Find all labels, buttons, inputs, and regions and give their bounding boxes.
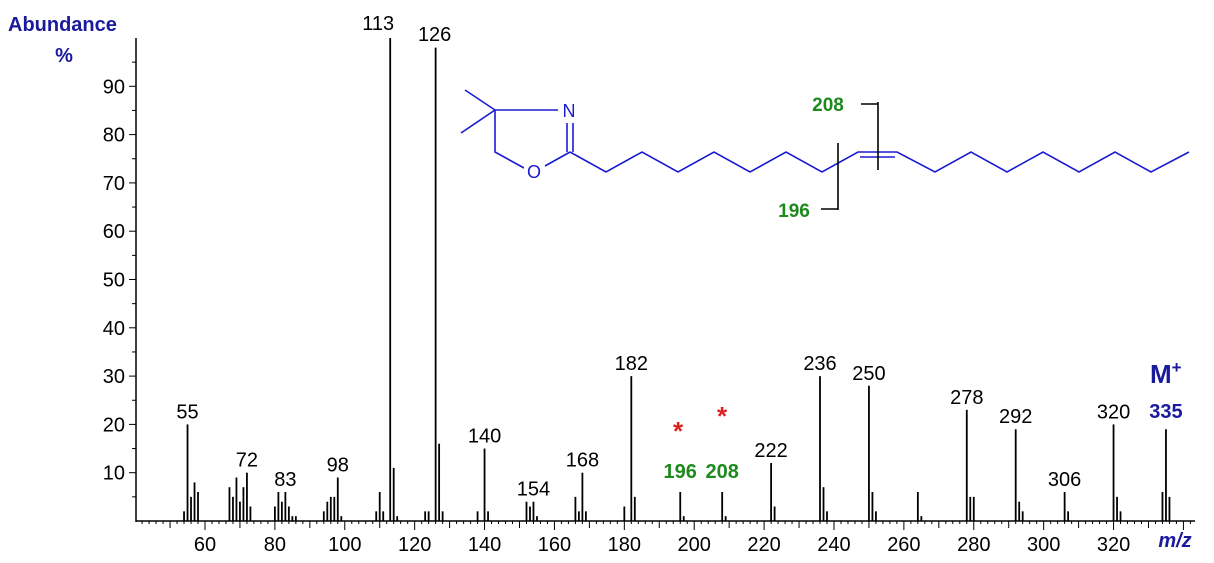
peak-label-320: 320	[1097, 401, 1130, 423]
x-axis-title: m/z	[1158, 530, 1191, 552]
y-axis-unit: %	[55, 45, 73, 67]
ring-o-c2	[544, 151, 571, 167]
peak-label-208: 208	[705, 461, 738, 483]
peak-label-72: 72	[236, 450, 258, 472]
peak-labels: 55 72 83 98 113 126 140 154 168 182 196 208 222 236 25…	[176, 13, 1182, 501]
x-tick-label: 180	[608, 534, 641, 556]
oxygen-atom-label: O	[527, 162, 541, 182]
x-tick-label: 260	[887, 534, 920, 556]
alkyl-chain	[569, 151, 1190, 173]
asterisk-196: *	[673, 416, 684, 446]
molecular-ion-label: M+	[1150, 358, 1182, 389]
peak-label-335: 335	[1149, 401, 1182, 423]
ring-c4-c5	[494, 110, 525, 169]
peak-label-55: 55	[176, 401, 198, 423]
peak-label-306: 306	[1048, 469, 1081, 491]
x-tick-label: 140	[468, 534, 501, 556]
peak-label-126: 126	[418, 24, 451, 46]
peak-label-222: 222	[754, 440, 787, 462]
x-tick-label: 160	[538, 534, 571, 556]
spectrum-peaks	[183, 38, 1171, 521]
y-tick-label: 40	[103, 318, 125, 340]
y-tick-label: 30	[103, 366, 125, 388]
x-axis-ticks: 60 80 100 120 140 160 180 200 220 240 260 280 300 320	[141, 521, 1191, 556]
x-tick-label: 100	[328, 534, 361, 556]
oxazoline-structure	[460, 89, 1190, 210]
x-tick-label: 200	[678, 534, 711, 556]
peak-label-113: 113	[362, 13, 394, 35]
peak-label-168: 168	[566, 450, 599, 472]
peak-label-278: 278	[950, 387, 983, 409]
y-tick-label: 70	[103, 173, 125, 195]
fragment-196-label: 196	[778, 201, 810, 222]
methyl-upper-bond	[464, 89, 496, 111]
peak-label-250: 250	[852, 363, 885, 385]
x-tick-label: 240	[817, 534, 850, 556]
methyl-lower-bond	[460, 109, 496, 134]
peak-label-140: 140	[468, 426, 501, 448]
y-tick-label: 20	[103, 414, 125, 436]
x-tick-label: 220	[747, 534, 780, 556]
y-tick-label: 80	[103, 125, 125, 147]
x-tick-label: 120	[398, 534, 431, 556]
y-tick-label: 60	[103, 221, 125, 243]
x-tick-label: 280	[957, 534, 990, 556]
y-axis-ticks: 10 20 30 40 50 60 70 80 90	[103, 61, 136, 498]
x-tick-label: 320	[1097, 534, 1130, 556]
peak-label-83: 83	[274, 469, 296, 491]
y-axis-title: Abundance	[8, 14, 117, 36]
x-tick-label: 300	[1027, 534, 1060, 556]
peak-label-236: 236	[803, 353, 836, 375]
y-tick-label: 10	[103, 463, 125, 485]
asterisk-208: *	[717, 401, 728, 431]
peak-label-154: 154	[517, 479, 550, 501]
peak-label-292: 292	[999, 406, 1032, 428]
fragment-208-label: 208	[812, 95, 844, 116]
peak-label-98: 98	[327, 455, 349, 477]
peak-label-182: 182	[615, 353, 648, 375]
x-tick-label: 80	[264, 534, 286, 556]
y-tick-label: 90	[103, 76, 125, 98]
peak-label-196: 196	[664, 461, 697, 483]
nitrogen-atom-label: N	[563, 101, 576, 121]
y-tick-label: 50	[103, 270, 125, 292]
x-tick-label: 60	[194, 534, 216, 556]
